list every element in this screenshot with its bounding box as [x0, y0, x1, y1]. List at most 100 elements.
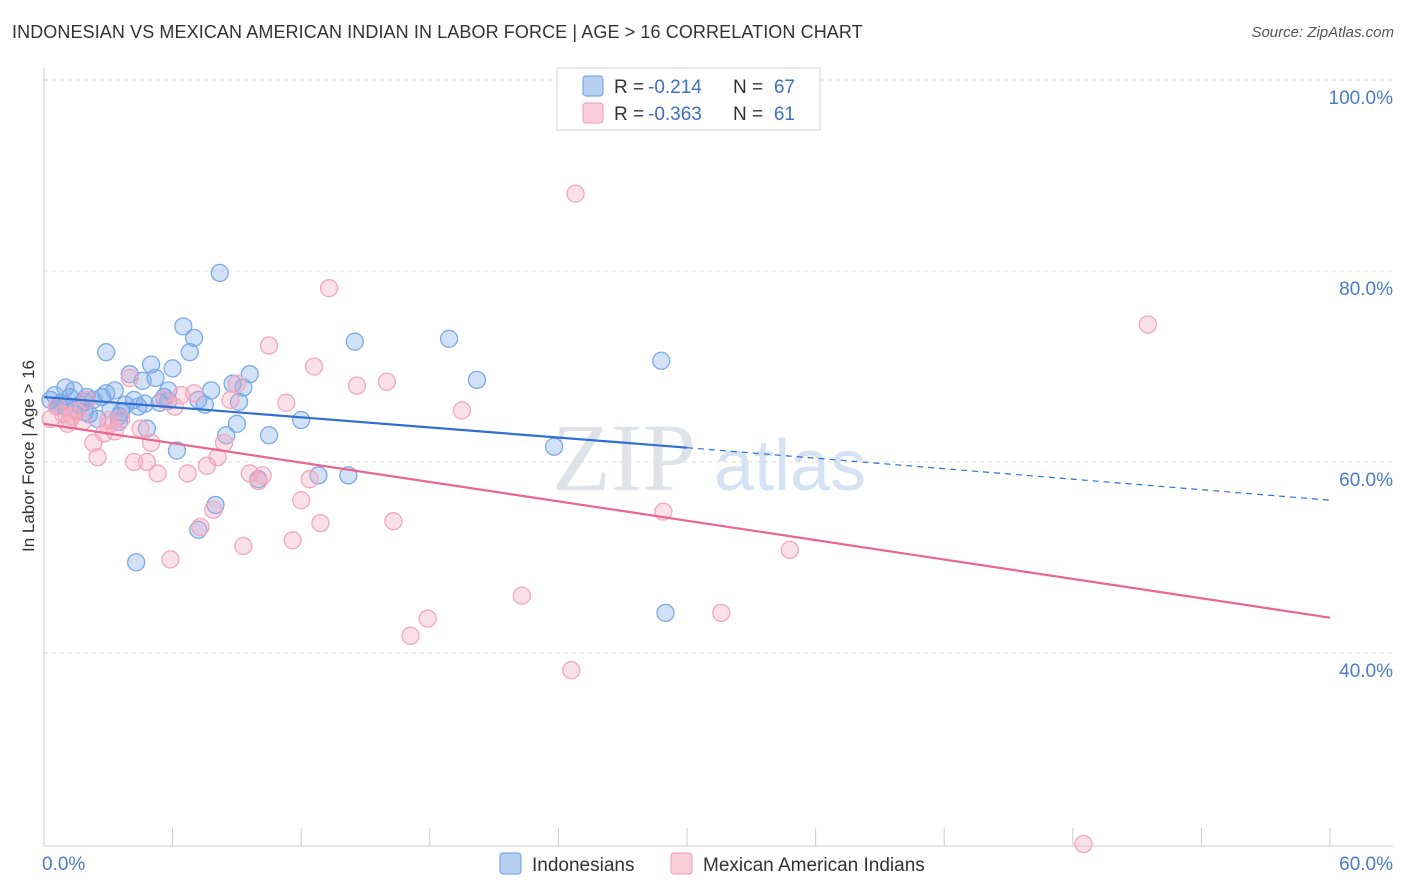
point-mexican-american-indians-11	[99, 410, 118, 430]
point-mexican-american-indians-9	[88, 448, 107, 467]
point-indonesians-35	[184, 328, 204, 348]
bottom-legend-swatch-1	[670, 852, 693, 875]
point-mexican-american-indians-15	[124, 452, 144, 472]
chart-title: INDONESIAN VS MEXICAN AMERICAN INDIAN IN…	[12, 22, 863, 42]
point-mexican-american-indians-43	[311, 513, 330, 533]
point-indonesians-31	[163, 359, 182, 378]
trend-line-1	[43, 422, 1331, 619]
point-mexican-american-indians-50	[452, 401, 472, 420]
watermark-zip: ZIP	[552, 404, 696, 511]
point-mexican-american-indians-31	[221, 390, 240, 410]
point-mexican-american-indians-52	[562, 661, 581, 680]
point-indonesians-56	[656, 603, 675, 623]
point-indonesians-49	[309, 466, 328, 485]
legend-r-label-0: R =	[614, 77, 644, 98]
point-mexican-american-indians-33	[234, 536, 253, 556]
point-indonesians-43	[227, 414, 247, 433]
point-mexican-american-indians-44	[319, 279, 339, 298]
axes	[43, 68, 1393, 847]
y-tick-label-1: 80.0%	[1339, 279, 1393, 300]
point-mexican-american-indians-46	[377, 372, 397, 391]
bottom-legend-label-1: Mexican American Indians	[703, 855, 925, 876]
point-mexican-american-indians-25	[184, 384, 204, 403]
point-indonesians-53	[467, 370, 487, 390]
y-tick-label-3: 40.0%	[1339, 661, 1393, 682]
point-mexican-american-indians-30	[214, 433, 234, 453]
point-mexican-american-indians-48	[401, 626, 420, 645]
watermark-atlas: atlas	[714, 426, 866, 506]
point-mexican-american-indians-51	[512, 586, 532, 605]
point-mexican-american-indians-16	[131, 419, 150, 438]
data-points	[41, 184, 1157, 854]
legend-swatch-0	[582, 75, 604, 97]
point-mexican-american-indians-20	[154, 390, 174, 410]
point-mexican-american-indians-57	[1074, 834, 1093, 854]
point-mexican-american-indians-18	[142, 433, 161, 453]
x-tick-label-0: 0.0%	[42, 854, 85, 875]
point-mexican-american-indians-24	[178, 464, 197, 483]
point-mexican-american-indians-42	[304, 357, 324, 376]
legend-r-value-0: -0.214	[648, 77, 702, 98]
point-indonesians-34	[180, 343, 199, 362]
source-label: Source: ZipAtlas.com	[1251, 24, 1394, 41]
point-mexican-american-indians-53	[566, 184, 585, 203]
x-tick-label-1: 60.0%	[1339, 854, 1393, 875]
trend-line-0	[43, 395, 688, 449]
y-axis-title: In Labor Force | Age > 16	[19, 360, 38, 552]
point-mexican-american-indians-40	[292, 491, 311, 510]
legend-n-value-1: 61	[774, 104, 795, 125]
point-mexican-american-indians-47	[384, 512, 403, 531]
point-indonesians-40	[210, 263, 229, 283]
point-mexican-american-indians-49	[418, 609, 437, 628]
point-indonesians-32	[167, 441, 187, 460]
point-indonesians-17	[105, 381, 124, 400]
legend-swatch-1	[582, 102, 604, 124]
point-mexican-american-indians-41	[300, 470, 319, 489]
y-tick-label-2: 60.0%	[1339, 470, 1393, 491]
point-indonesians-55	[652, 351, 671, 370]
point-mexican-american-indians-39	[283, 531, 302, 550]
point-indonesians-48	[292, 410, 311, 430]
point-mexican-american-indians-32	[227, 374, 247, 393]
point-mexican-american-indians-58	[1138, 315, 1157, 334]
legend-r-value-1: -0.363	[648, 104, 702, 125]
watermark: ZIP atlas	[552, 404, 866, 511]
point-indonesians-57	[127, 553, 146, 572]
trend-line-dashed-0	[686, 447, 1331, 501]
point-indonesians-27	[146, 368, 165, 388]
point-indonesians-45	[240, 364, 259, 384]
bottom-legend-swatch-0	[499, 852, 522, 875]
point-indonesians-51	[345, 332, 364, 351]
y-tick-label-0: 100.0%	[1329, 88, 1394, 109]
point-mexican-american-indians-26	[191, 517, 210, 537]
point-indonesians-65	[189, 520, 208, 539]
legend-r-label-1: R =	[614, 104, 644, 125]
bottom-legend-label-0: Indonesians	[532, 855, 634, 876]
point-mexican-american-indians-17	[137, 452, 157, 472]
point-indonesians-47	[259, 426, 279, 445]
legend-n-value-0: 67	[774, 77, 795, 98]
point-mexican-american-indians-56	[780, 540, 800, 560]
tick-labels: 100.0% 80.0% 60.0% 40.0% 0.0% 60.0%	[42, 88, 1393, 875]
point-mexican-american-indians-21	[161, 550, 180, 569]
point-mexican-american-indians-55	[712, 603, 731, 623]
point-indonesians-54	[544, 437, 564, 456]
legend-box: R = -0.214 N = 67 R = -0.363 N = 61	[556, 67, 821, 131]
point-mexican-american-indians-28	[204, 500, 223, 519]
point-mexican-american-indians-36	[253, 466, 272, 485]
legend-n-label-0: N =	[733, 77, 763, 98]
point-indonesians-25	[137, 419, 157, 438]
point-indonesians-33	[174, 317, 193, 336]
bottom-legend: Indonesians Mexican American Indians	[499, 852, 925, 876]
point-indonesians-38	[202, 381, 221, 400]
point-mexican-american-indians-37	[259, 336, 279, 355]
point-mexican-american-indians-38	[277, 393, 296, 412]
point-mexican-american-indians-45	[347, 376, 367, 395]
point-mexican-american-indians-19	[148, 464, 167, 483]
point-indonesians-59	[97, 343, 116, 362]
trend-lines	[43, 395, 1331, 619]
point-mexican-american-indians-14	[120, 368, 139, 388]
point-indonesians-52	[439, 329, 459, 348]
legend-n-label-1: N =	[733, 104, 763, 125]
